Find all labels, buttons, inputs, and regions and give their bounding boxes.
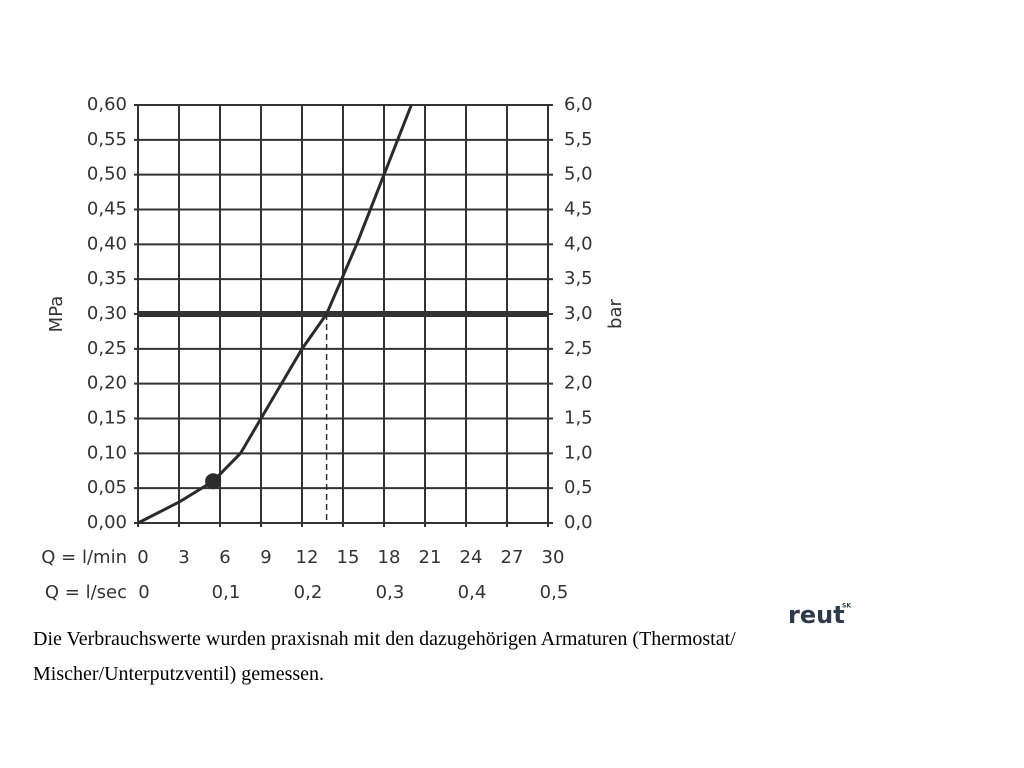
x2-tick-label: 0,4 xyxy=(458,582,487,603)
caption-line: Mischer/Unterputzventil) gemessen. xyxy=(33,663,324,685)
x-tick-label: 24 xyxy=(460,547,483,568)
x2-tick-label: 0,1 xyxy=(212,582,241,603)
y-tick-label: 0,15 xyxy=(87,408,127,429)
x-tick-label: 0 xyxy=(137,547,148,568)
x2-axis-label: Q = l/sec xyxy=(45,582,127,603)
y-tick-label: 0,50 xyxy=(87,164,127,185)
x2-tick-label: 0 xyxy=(138,582,149,603)
x2-tick-label: 0,3 xyxy=(376,582,405,603)
y-tick-label: 0,10 xyxy=(87,442,127,463)
x-tick-label: 15 xyxy=(337,547,360,568)
y-tick-label: 0,40 xyxy=(87,233,127,254)
y-tick-label: 0,25 xyxy=(87,338,127,359)
y2-tick-label: 1,0 xyxy=(564,442,593,463)
marker-point xyxy=(205,473,222,490)
y2-tick-label: 3,5 xyxy=(564,268,593,289)
x-tick-label: 6 xyxy=(219,547,230,568)
y2-tick-label: 5,5 xyxy=(564,129,593,150)
x2-tick-label: 0,2 xyxy=(294,582,323,603)
y2-tick-label: 2,0 xyxy=(564,373,593,394)
y2-tick-label: 1,5 xyxy=(564,408,593,429)
y-tick-label: 0,60 xyxy=(87,94,127,115)
y2-tick-label: 4,5 xyxy=(564,199,593,220)
y2-tick-label: 3,0 xyxy=(564,303,593,324)
logo-sup: SK xyxy=(842,603,851,610)
y2-tick-label: 0,5 xyxy=(564,477,593,498)
x-tick-label: 27 xyxy=(501,547,524,568)
x-tick-label: 21 xyxy=(419,547,442,568)
y2-tick-label: 6,0 xyxy=(564,94,593,115)
y-tick-label: 0,00 xyxy=(87,512,127,533)
x-tick-label: 18 xyxy=(378,547,401,568)
x-tick-label: 12 xyxy=(296,547,319,568)
x-tick-label: 30 xyxy=(542,547,565,568)
logo: reut xyxy=(788,601,845,629)
y-tick-label: 0,30 xyxy=(87,303,127,324)
y2-axis-label: bar xyxy=(605,298,626,328)
y2-tick-label: 4,0 xyxy=(564,233,593,254)
y2-tick-label: 5,0 xyxy=(564,164,593,185)
y2-tick-label: 2,5 xyxy=(564,338,593,359)
y-tick-label: 0,20 xyxy=(87,373,127,394)
y-tick-label: 0,05 xyxy=(87,477,127,498)
y-axis-label: MPa xyxy=(46,296,67,333)
y-tick-label: 0,35 xyxy=(87,268,127,289)
y-tick-label: 0,45 xyxy=(87,199,127,220)
x-tick-label: 9 xyxy=(260,547,271,568)
x-axis-label: Q = l/min xyxy=(41,547,127,568)
x2-tick-label: 0,5 xyxy=(540,582,569,603)
y2-tick-label: 0,0 xyxy=(564,512,593,533)
caption-line: Die Verbrauchswerte wurden praxisnah mit… xyxy=(33,628,736,650)
flow-curve xyxy=(137,104,413,525)
x-tick-label: 3 xyxy=(178,547,189,568)
y-tick-label: 0,55 xyxy=(87,129,127,150)
